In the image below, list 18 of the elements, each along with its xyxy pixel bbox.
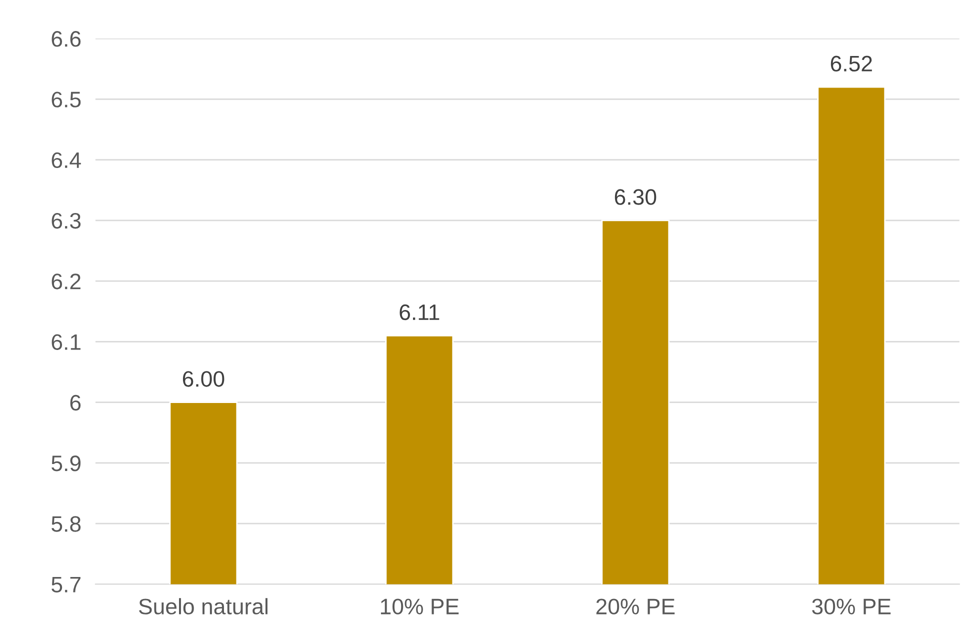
x-tick-label: 30% PE (812, 598, 891, 614)
x-tick-label: Suelo natural (138, 598, 268, 614)
y-tick-label: 6.3 (52, 212, 81, 229)
y-tick-label: 5.8 (52, 516, 81, 532)
y-tick-label: 5.7 (52, 576, 80, 592)
y-tick-label: 6 (70, 394, 81, 411)
data-label: 6.00 (182, 371, 224, 387)
data-label: 6.11 (400, 304, 440, 320)
y-tick-label: 6.4 (52, 152, 81, 168)
y-tick-label: 6.2 (52, 274, 80, 290)
y-tick-label: 6.6 (52, 31, 81, 47)
y-tick-label: 6.1 (52, 334, 80, 350)
data-label: 6.30 (614, 189, 656, 205)
x-tick-label: 20% PE (596, 598, 675, 614)
y-tick-label: 5.9 (52, 455, 81, 472)
x-tick-label: 10% PE (380, 598, 459, 614)
data-label: 6.52 (830, 56, 872, 72)
y-tick-label: 6.5 (52, 92, 81, 108)
